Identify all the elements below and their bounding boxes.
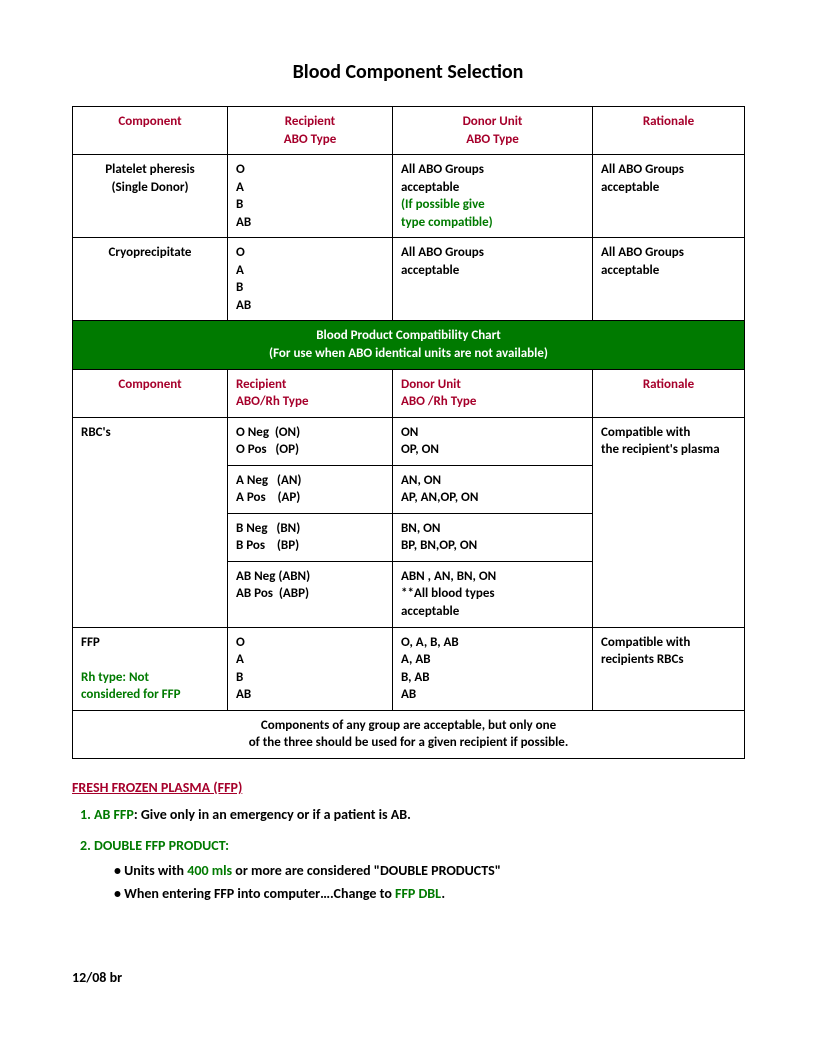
ffp-notes-list: AB FFP: Give only in an emergency or if … (72, 804, 744, 904)
list-item: Units with 400 mls or more are considere… (114, 860, 744, 881)
cell-donor: AN, ON AP, AN,OP, ON (393, 465, 593, 513)
header-text: Recipient (285, 114, 335, 129)
cell-text: recipients RBCs (601, 652, 684, 667)
band-title: Blood Product Compatibility Chart (316, 328, 500, 343)
note-text: Units with (124, 862, 187, 879)
header-rationale: Rationale (593, 107, 745, 155)
note-text: 400 mls (187, 862, 232, 879)
note-text: FFP DBL (395, 885, 441, 902)
cell-text: the recipient's plasma (601, 442, 720, 457)
cell-text: acceptable (601, 263, 659, 278)
cell-text: All ABO Groups (401, 162, 484, 177)
cell-text: Compatible with (601, 635, 690, 650)
cell-text: Compatible with (601, 425, 690, 440)
table-row: RBC's O Neg (ON) O Pos (OP) ON OP, ON Co… (73, 417, 745, 465)
cell-text: (Single Donor) (111, 180, 188, 195)
cell-rationale: Compatible with recipients RBCs (593, 627, 745, 710)
cell-recipient: O A B AB (228, 155, 393, 238)
cell-text: considered for FFP (81, 687, 181, 702)
section-band: Blood Product Compatibility Chart (For u… (73, 321, 745, 369)
cell-rationale: All ABO Groups acceptable (593, 238, 745, 321)
table-footnote-row: Components of any group are acceptable, … (73, 710, 745, 758)
cell-recipient: A Neg (AN) A Pos (AP) (228, 465, 393, 513)
header-text: ABO Type (284, 132, 337, 147)
page-title: Blood Component Selection (72, 60, 744, 84)
table-header-row: Component Recipient ABO/Rh Type Donor Un… (73, 369, 745, 417)
compatibility-table: Component Recipient ABO Type Donor Unit … (72, 106, 745, 759)
header-text: ABO/Rh Type (236, 394, 308, 409)
cell-text: type compatible) (401, 215, 493, 230)
cell-donor: ON OP, ON (393, 417, 593, 465)
header-text: Recipient (236, 377, 286, 392)
footnote-text: Components of any group are acceptable, … (261, 718, 556, 733)
cell-text: (If possible give (401, 197, 485, 212)
cell-text: All ABO Groups (601, 162, 684, 177)
list-item: DOUBLE FFP PRODUCT: Units with 400 mls o… (94, 835, 744, 904)
cell-recipient: O Neg (ON) O Pos (OP) (228, 417, 393, 465)
note-label: AB FFP (94, 806, 134, 823)
cell-component: RBC's (73, 417, 228, 627)
header-recipient: Recipient ABO Type (228, 107, 393, 155)
footnote-text: of the three should be used for a given … (249, 735, 569, 750)
cell-recipient: O A B AB (228, 238, 393, 321)
note-label: DOUBLE FFP PRODUCT: (94, 837, 229, 854)
table-row: FFP Rh type: Not considered for FFP O A … (73, 627, 745, 710)
cell-donor: ABN , AN, BN, ON **All blood types accep… (393, 561, 593, 627)
header-text: Donor Unit (401, 377, 461, 392)
cell-component: FFP Rh type: Not considered for FFP (73, 627, 228, 710)
cell-text: All ABO Groups (401, 245, 484, 260)
band-cell: Blood Product Compatibility Chart (For u… (73, 321, 745, 369)
note-text: When entering FFP into computer….Change … (124, 885, 395, 902)
footnote-cell: Components of any group are acceptable, … (73, 710, 745, 758)
cell-text: acceptable (401, 180, 459, 195)
header-text: Donor Unit (463, 114, 523, 129)
table-header-row: Component Recipient ABO Type Donor Unit … (73, 107, 745, 155)
header-component: Component (73, 107, 228, 155)
header-donor: Donor Unit ABO /Rh Type (393, 369, 593, 417)
header-text: ABO Type (466, 132, 519, 147)
header-recipient: Recipient ABO/Rh Type (228, 369, 393, 417)
cell-component: Platelet pheresis (Single Donor) (73, 155, 228, 238)
sub-list: Units with 400 mls or more are considere… (94, 860, 744, 904)
page-date: 12/08 br (72, 969, 122, 986)
cell-donor: O, A, B, AB A, AB B, AB AB (393, 627, 593, 710)
band-subtitle: (For use when ABO identical units are no… (269, 346, 548, 361)
cell-component: Cryoprecipitate (73, 238, 228, 321)
note-text: or more are considered "DOUBLE PRODUCTS" (232, 862, 501, 879)
list-item: AB FFP: Give only in an emergency or if … (94, 804, 744, 825)
ffp-section-heading: FRESH FROZEN PLASMA (FFP) (72, 779, 744, 796)
table-row: Cryoprecipitate O A B AB All ABO Groups … (73, 238, 745, 321)
cell-recipient: B Neg (BN) B Pos (BP) (228, 513, 393, 561)
cell-donor: All ABO Groups acceptable (393, 238, 593, 321)
cell-text: FFP (81, 635, 100, 650)
header-rationale: Rationale (593, 369, 745, 417)
cell-rationale: Compatible with the recipient's plasma (593, 417, 745, 627)
cell-donor: All ABO Groups acceptable (If possible g… (393, 155, 593, 238)
cell-recipient: AB Neg (ABN) AB Pos (ABP) (228, 561, 393, 627)
note-text: . (441, 885, 445, 902)
header-text: ABO /Rh Type (401, 394, 476, 409)
cell-donor: BN, ON BP, BN,OP, ON (393, 513, 593, 561)
cell-recipient: O A B AB (228, 627, 393, 710)
cell-text: acceptable (601, 180, 659, 195)
cell-rationale: All ABO Groups acceptable (593, 155, 745, 238)
cell-text: Platelet pheresis (105, 162, 194, 177)
header-donor: Donor Unit ABO Type (393, 107, 593, 155)
cell-text: Rh type: Not (81, 670, 149, 685)
note-text: : Give only in an emergency or if a pati… (134, 806, 411, 823)
table-row: Platelet pheresis (Single Donor) O A B A… (73, 155, 745, 238)
cell-text: acceptable (401, 263, 459, 278)
cell-text: All ABO Groups (601, 245, 684, 260)
list-item: When entering FFP into computer….Change … (114, 883, 744, 904)
header-component: Component (73, 369, 228, 417)
